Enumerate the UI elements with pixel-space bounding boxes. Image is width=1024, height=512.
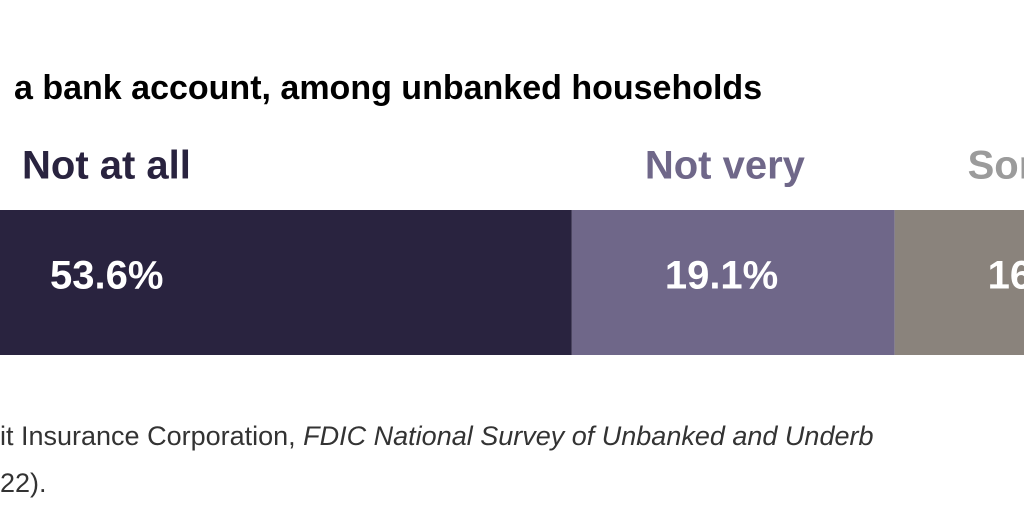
value-label: 53.6% <box>50 254 163 298</box>
chart-title: a bank account, among unbanked household… <box>14 69 762 107</box>
source-note: it Insurance Corporation, FDIC National … <box>0 421 873 451</box>
bar-segment <box>0 210 572 355</box>
source-title: FDIC National Survey of Unbanked and Und… <box>303 421 873 451</box>
source-note-line: 22). <box>0 468 47 498</box>
source-text: it Insurance Corporation, <box>0 421 303 451</box>
category-label: Not very <box>645 144 806 188</box>
value-label: 19.1% <box>665 254 778 298</box>
value-label: 16 <box>988 254 1024 298</box>
bar-segment <box>894 210 1024 355</box>
category-label: Not at all <box>22 144 191 188</box>
category-label: Some <box>968 144 1024 188</box>
bar-segment <box>571 210 895 355</box>
